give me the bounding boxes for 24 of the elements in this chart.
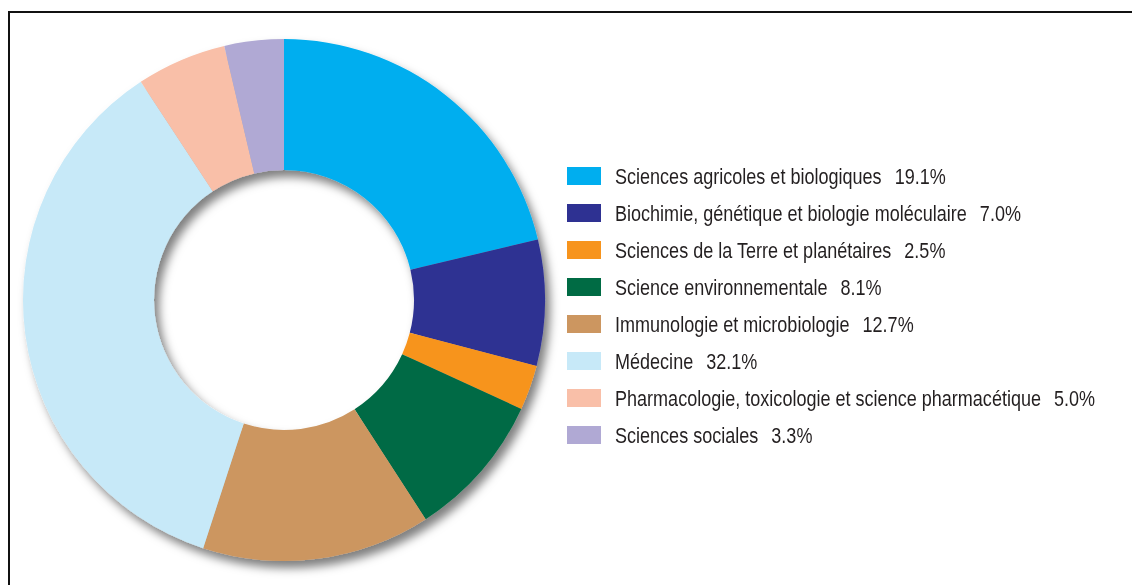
legend-label: Science environnementale [615, 274, 828, 300]
legend-label: Sciences sociales [615, 422, 759, 448]
legend-label: Sciences agricoles et biologiques [615, 163, 882, 189]
donut-slice [203, 409, 426, 561]
donut-slice [284, 39, 538, 270]
data-label: 7.0% [979, 200, 1022, 226]
legend-label: Pharmacologie, toxicologie et science pharmacétique [615, 385, 1042, 411]
donut-slice [402, 332, 537, 409]
data-label: 2.5% [904, 237, 946, 263]
donut-slice [140, 45, 255, 192]
data-label: 8.1% [840, 274, 882, 300]
data-label: 19.1% [894, 163, 946, 189]
donut-slice [23, 81, 244, 549]
donut-slice [224, 39, 284, 174]
donut-slice [354, 354, 522, 520]
data-label: 32.1% [706, 348, 758, 374]
data-label: 5.0% [1054, 385, 1096, 411]
donut-slice [409, 239, 545, 366]
legend-label: Sciences de la Terre et planétaires [615, 237, 892, 263]
legend-label: Médecine [615, 348, 694, 374]
data-label: 12.7% [862, 311, 914, 337]
legend-label: Immunologie et microbiologie [615, 311, 850, 337]
data-label: 3.3% [771, 422, 813, 448]
legend-label: Biochimie, génétique et biologie moléculaire [615, 200, 967, 226]
